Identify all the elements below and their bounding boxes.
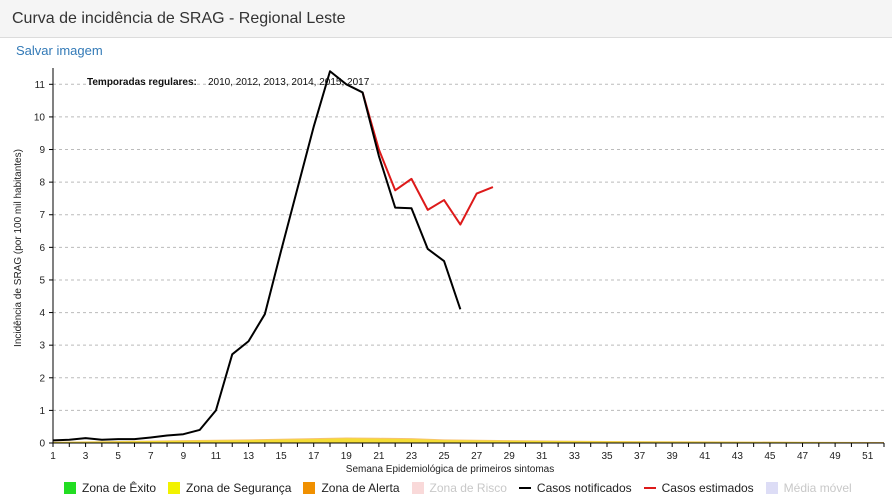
y-tick-label: 0 <box>39 439 45 450</box>
legend-marker <box>765 482 778 494</box>
y-tick-label: 7 <box>39 210 45 221</box>
page-title: Curva de incidência de SRAG - Regional L… <box>12 9 346 27</box>
x-tick-label: 41 <box>699 451 711 462</box>
x-tick-label: 11 <box>211 451 222 462</box>
x-tick-label: 35 <box>601 451 613 462</box>
legend-marker <box>643 487 656 489</box>
legend-label: Casos estimados <box>661 481 754 495</box>
y-tick-label: 2 <box>39 373 45 384</box>
legend-label: Casos notificados <box>536 481 632 495</box>
x-tick-label: 9 <box>181 451 187 462</box>
regular-seasons-annotation: Temporadas regulares: 2010, 2012, 2013, … <box>87 77 370 88</box>
zone-areas <box>53 437 884 443</box>
x-tick-label: 23 <box>406 451 418 462</box>
x-tick-label: 39 <box>667 451 679 462</box>
save-image-link[interactable]: Salvar imagem <box>16 43 103 58</box>
estimated-cases-line <box>361 92 494 226</box>
y-axis-label: Incidência de SRAG (por 100 mil habitant… <box>13 149 24 347</box>
legend-item-zona-de-risco[interactable]: Zona de Risco <box>411 481 507 495</box>
legend-item-zona-de-alerta[interactable]: Zona de Alerta <box>303 481 400 495</box>
legend-marker <box>411 482 424 494</box>
x-tick-label: 25 <box>438 451 450 462</box>
y-tick-label: 5 <box>39 275 45 286</box>
legend-item-zona-de-xito[interactable]: Zona de Êxito <box>64 481 156 495</box>
annotation-label: Temporadas regulares: <box>87 77 197 88</box>
y-tick-label: 9 <box>39 145 45 156</box>
legend-marker <box>168 482 181 494</box>
x-tick-label: 13 <box>243 451 255 462</box>
legend-marker <box>518 487 531 489</box>
x-tick-label: 37 <box>634 451 646 462</box>
notified-cases-line <box>52 70 462 442</box>
grid-lines <box>53 83 884 411</box>
legend-item-casos-notificados[interactable]: Casos notificados <box>518 481 632 495</box>
x-tick-label: 1 <box>50 451 56 462</box>
chart-legend: Zona de Êxito Zona de Segurança Zona de Al… <box>64 480 864 496</box>
legend-marker <box>64 482 76 494</box>
x-tick-label: 43 <box>732 451 744 462</box>
legend-marker <box>303 482 316 494</box>
x-tick-label: 27 <box>471 451 483 462</box>
y-tick-label: 6 <box>39 243 45 254</box>
legend-item-zona-de-seguran-a[interactable]: Zona de Segurança <box>168 481 291 495</box>
y-tick-label: 3 <box>39 341 45 352</box>
legend-label: Zona de Êxito <box>82 481 157 495</box>
x-tick-label: 17 <box>308 451 320 462</box>
legend-item-m-dia-m-vel[interactable]: Média móvel <box>765 481 852 495</box>
y-tick-label: 1 <box>39 406 45 417</box>
x-tick-label: 29 <box>504 451 516 462</box>
legend-label: Zona de Alerta <box>321 481 400 495</box>
annotation-value: 2010, 2012, 2013, 2014, 2015, 2017 <box>208 77 370 88</box>
area-zona-de-seguran-a <box>53 438 884 443</box>
x-tick-label: 47 <box>797 451 809 462</box>
x-tick-label: 49 <box>830 451 842 462</box>
x-tick-label: 7 <box>148 451 154 462</box>
x-tick-label: 21 <box>373 451 385 462</box>
x-tick-label: 3 <box>83 451 89 462</box>
series-lines <box>52 70 494 442</box>
x-tick-label: 45 <box>764 451 776 462</box>
x-tick-label: 19 <box>341 451 353 462</box>
legend-label: Zona de Segurança <box>186 481 292 495</box>
x-axis-label: Semana Epidemiológica de primeiros sinto… <box>346 464 554 475</box>
x-tick-label: 15 <box>276 451 288 462</box>
y-tick-label: 4 <box>39 308 45 319</box>
legend-item-casos-estimados[interactable]: Casos estimados <box>643 481 754 495</box>
x-tick-label: 5 <box>115 451 121 462</box>
y-tick-label: 11 <box>35 80 46 91</box>
y-tick-label: 10 <box>34 112 46 123</box>
x-tick-label: 33 <box>569 451 581 462</box>
x-tick-label: 31 <box>536 451 548 462</box>
y-tick-label: 8 <box>39 178 45 189</box>
chart-header: Curva de incidência de SRAG - Regional L… <box>0 0 892 38</box>
x-tick-label: 51 <box>862 451 874 462</box>
legend-label: Média móvel <box>783 481 852 495</box>
legend-label: Zona de Risco <box>429 481 507 495</box>
